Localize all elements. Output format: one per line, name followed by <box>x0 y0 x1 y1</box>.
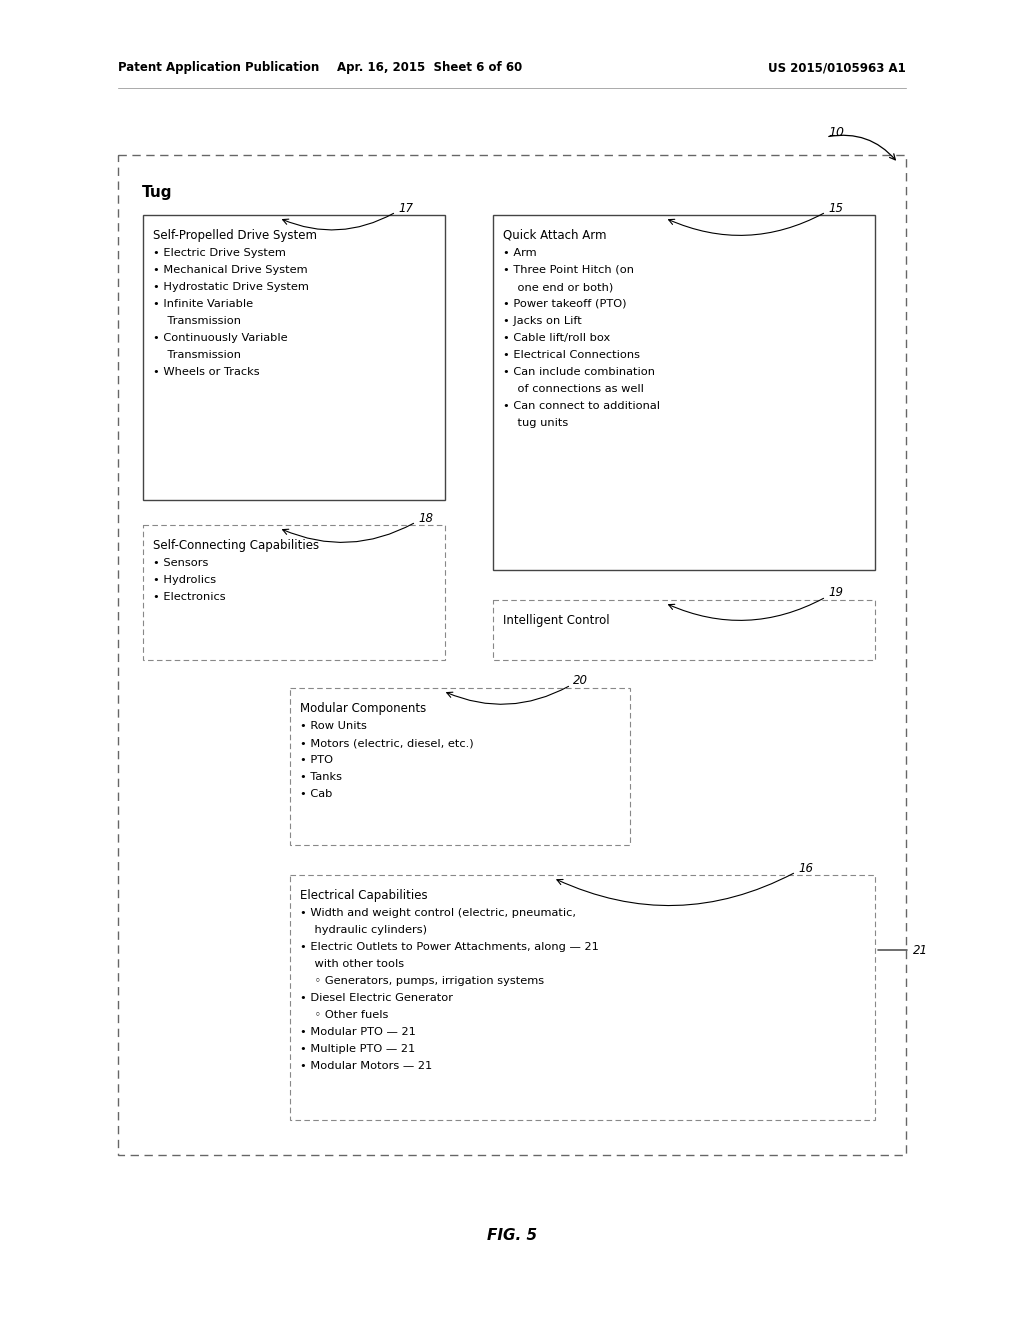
Text: Self-Connecting Capabilities: Self-Connecting Capabilities <box>153 539 319 552</box>
Text: • Width and weight control (electric, pneumatic,: • Width and weight control (electric, pn… <box>300 908 575 917</box>
Text: • Arm: • Arm <box>503 248 537 257</box>
Text: • Jacks on Lift: • Jacks on Lift <box>503 315 582 326</box>
Text: • Three Point Hitch (on: • Three Point Hitch (on <box>503 265 634 275</box>
Text: • Electric Outlets to Power Attachments, along — 21: • Electric Outlets to Power Attachments,… <box>300 942 599 952</box>
Text: 10: 10 <box>828 125 844 139</box>
Text: 21: 21 <box>913 944 928 957</box>
Text: • Wheels or Tracks: • Wheels or Tracks <box>153 367 260 378</box>
Text: • Power takeoff (PTO): • Power takeoff (PTO) <box>503 300 627 309</box>
Text: • PTO: • PTO <box>300 755 333 766</box>
Text: Intelligent Control: Intelligent Control <box>503 614 609 627</box>
Text: with other tools: with other tools <box>300 960 404 969</box>
Bar <box>493 215 874 570</box>
Text: • Continuously Variable: • Continuously Variable <box>153 333 288 343</box>
Text: ◦ Other fuels: ◦ Other fuels <box>300 1010 388 1020</box>
Text: 18: 18 <box>418 511 433 524</box>
Text: of connections as well: of connections as well <box>503 384 644 393</box>
Text: Apr. 16, 2015  Sheet 6 of 60: Apr. 16, 2015 Sheet 6 of 60 <box>337 62 522 74</box>
Bar <box>290 688 630 845</box>
Text: tug units: tug units <box>503 418 568 428</box>
Text: Tug: Tug <box>142 185 172 201</box>
Text: hydraulic cylinders): hydraulic cylinders) <box>300 925 427 935</box>
Bar <box>143 215 445 500</box>
Bar <box>118 154 906 1155</box>
Text: US 2015/0105963 A1: US 2015/0105963 A1 <box>768 62 906 74</box>
Text: FIG. 5: FIG. 5 <box>487 1228 537 1242</box>
Text: • Tanks: • Tanks <box>300 772 342 781</box>
Text: Electrical Capabilities: Electrical Capabilities <box>300 888 428 902</box>
Text: • Mechanical Drive System: • Mechanical Drive System <box>153 265 307 275</box>
Text: • Cable lift/roll box: • Cable lift/roll box <box>503 333 610 343</box>
Text: • Infinite Variable: • Infinite Variable <box>153 300 253 309</box>
Text: • Can include combination: • Can include combination <box>503 367 655 378</box>
Bar <box>143 525 445 660</box>
Text: • Electronics: • Electronics <box>153 591 225 602</box>
Text: Self-Propelled Drive System: Self-Propelled Drive System <box>153 228 317 242</box>
Text: • Diesel Electric Generator: • Diesel Electric Generator <box>300 993 453 1003</box>
Text: 15: 15 <box>828 202 843 214</box>
Text: • Sensors: • Sensors <box>153 558 208 568</box>
Text: • Electrical Connections: • Electrical Connections <box>503 350 640 360</box>
Text: • Electric Drive System: • Electric Drive System <box>153 248 286 257</box>
Text: • Modular Motors — 21: • Modular Motors — 21 <box>300 1061 432 1071</box>
Text: Modular Components: Modular Components <box>300 702 426 715</box>
Text: Quick Attach Arm: Quick Attach Arm <box>503 228 606 242</box>
Text: • Multiple PTO — 21: • Multiple PTO — 21 <box>300 1044 416 1053</box>
Text: • Cab: • Cab <box>300 789 333 799</box>
Text: Transmission: Transmission <box>153 315 241 326</box>
Text: • Hydrostatic Drive System: • Hydrostatic Drive System <box>153 282 309 292</box>
Text: Patent Application Publication: Patent Application Publication <box>118 62 319 74</box>
Bar <box>290 875 874 1119</box>
Text: 16: 16 <box>798 862 813 874</box>
Text: Transmission: Transmission <box>153 350 241 360</box>
Text: • Hydrolics: • Hydrolics <box>153 576 216 585</box>
Text: • Modular PTO — 21: • Modular PTO — 21 <box>300 1027 416 1038</box>
Text: ◦ Generators, pumps, irrigation systems: ◦ Generators, pumps, irrigation systems <box>300 975 544 986</box>
Text: one end or both): one end or both) <box>503 282 613 292</box>
Bar <box>493 601 874 660</box>
Text: • Row Units: • Row Units <box>300 721 367 731</box>
Text: • Can connect to additional: • Can connect to additional <box>503 401 660 411</box>
Text: 20: 20 <box>573 675 588 688</box>
Text: • Motors (electric, diesel, etc.): • Motors (electric, diesel, etc.) <box>300 738 474 748</box>
Text: 17: 17 <box>398 202 413 214</box>
Text: 19: 19 <box>828 586 843 599</box>
